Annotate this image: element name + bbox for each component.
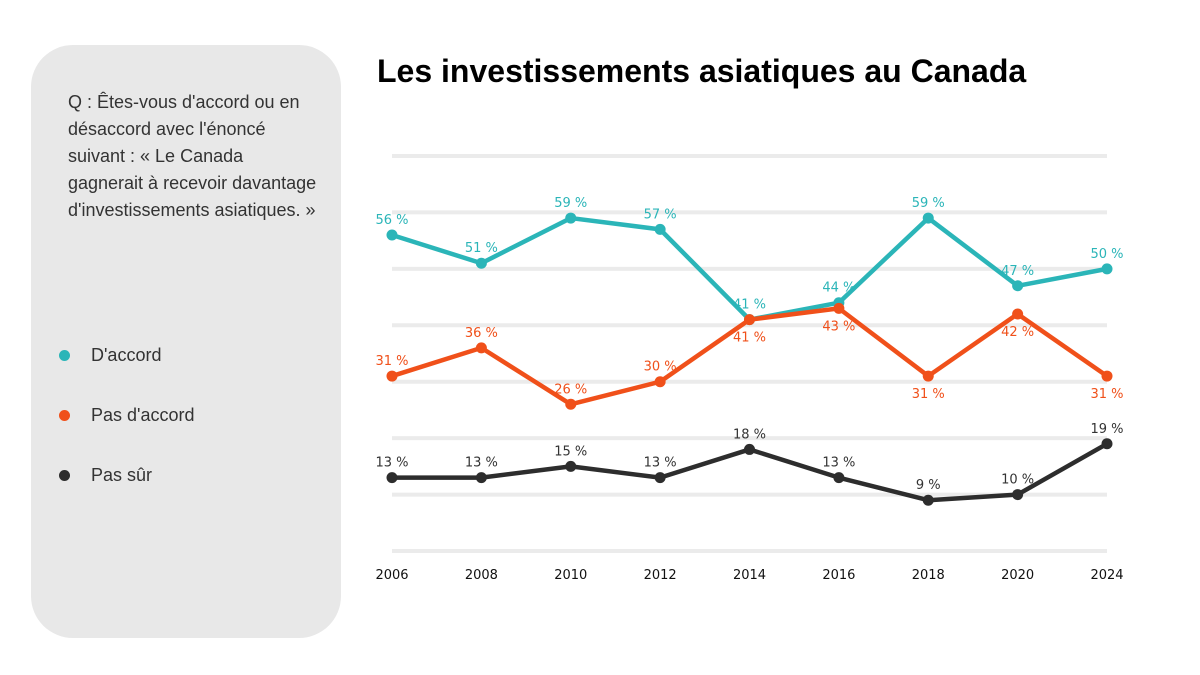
data-label: 44 % <box>822 281 855 296</box>
data-point <box>565 212 577 224</box>
data-point <box>386 472 398 484</box>
data-point <box>1012 280 1024 292</box>
x-tick-label: 2020 <box>1001 568 1034 583</box>
data-label: 13 % <box>644 456 677 471</box>
data-point <box>565 398 577 410</box>
legend-label-agree: D'accord <box>91 344 162 365</box>
data-label: 26 % <box>554 382 587 397</box>
data-label: 42 % <box>1001 325 1034 340</box>
data-point <box>654 472 666 484</box>
data-label: 13 % <box>822 456 855 471</box>
data-label: 13 % <box>465 456 498 471</box>
x-tick-label: 2008 <box>465 568 498 583</box>
x-tick-label: 2010 <box>554 568 587 583</box>
data-point <box>922 494 934 506</box>
data-point <box>744 443 755 455</box>
data-point <box>1101 263 1113 275</box>
legend: D'accord Pas d'accord Pas sûr <box>59 325 195 505</box>
data-point <box>654 223 666 235</box>
data-point <box>475 257 487 269</box>
data-point <box>1012 489 1024 501</box>
x-tick-label: 2006 <box>375 568 408 583</box>
legend-marker-agree <box>59 349 70 361</box>
data-label: 36 % <box>465 326 498 341</box>
x-tick-label: 2016 <box>822 568 855 583</box>
data-label: 59 % <box>554 196 587 211</box>
legend-marker-disagree <box>59 409 70 421</box>
data-point <box>475 342 487 354</box>
chart-title: Les investissements asiatiques au Canada <box>377 53 1027 89</box>
data-label: 18 % <box>733 427 766 442</box>
legend-item-unsure: Pas sûr <box>59 445 195 505</box>
legend-item-disagree: Pas d'accord <box>59 385 195 445</box>
data-point <box>386 229 398 241</box>
data-point <box>833 302 845 314</box>
data-point <box>654 376 666 388</box>
data-label: 43 % <box>822 319 855 334</box>
data-point <box>1012 308 1024 320</box>
data-label: 56 % <box>375 213 408 228</box>
data-label: 41 % <box>733 298 766 313</box>
data-point <box>475 472 487 484</box>
legend-label-unsure: Pas sûr <box>91 464 153 485</box>
x-tick-label: 2018 <box>912 568 945 583</box>
data-label: 59 % <box>912 196 945 211</box>
data-point <box>922 212 934 224</box>
data-label: 13 % <box>375 456 408 471</box>
legend-marker-unsure <box>59 469 70 481</box>
data-point <box>922 370 934 382</box>
data-label: 9 % <box>916 478 941 493</box>
data-point <box>1101 438 1113 450</box>
x-tick-label: 2024 <box>1090 568 1123 583</box>
data-label: 47 % <box>1001 264 1034 279</box>
data-point <box>1101 370 1113 382</box>
data-label: 31 % <box>375 354 408 369</box>
data-label: 15 % <box>554 444 587 459</box>
data-label: 10 % <box>1001 473 1034 488</box>
question-text: Q : Êtes-vous d'accord ou en désaccord a… <box>68 92 317 220</box>
data-label: 51 % <box>465 241 498 256</box>
data-label: 31 % <box>912 387 945 402</box>
data-label: 50 % <box>1090 247 1123 262</box>
data-point <box>744 314 755 326</box>
data-label: 41 % <box>733 331 766 346</box>
data-label: 30 % <box>644 360 677 375</box>
data-label: 31 % <box>1090 387 1123 402</box>
x-tick-label: 2012 <box>644 568 677 583</box>
x-tick-label: 2014 <box>733 568 766 583</box>
data-point <box>565 460 577 472</box>
data-label: 19 % <box>1090 422 1123 437</box>
data-point <box>833 472 845 484</box>
data-label: 57 % <box>644 207 677 222</box>
legend-label-disagree: Pas d'accord <box>91 404 195 425</box>
question-panel: Q : Êtes-vous d'accord ou en désaccord a… <box>31 45 341 638</box>
data-point <box>386 370 398 382</box>
legend-item-agree: D'accord <box>59 325 195 385</box>
